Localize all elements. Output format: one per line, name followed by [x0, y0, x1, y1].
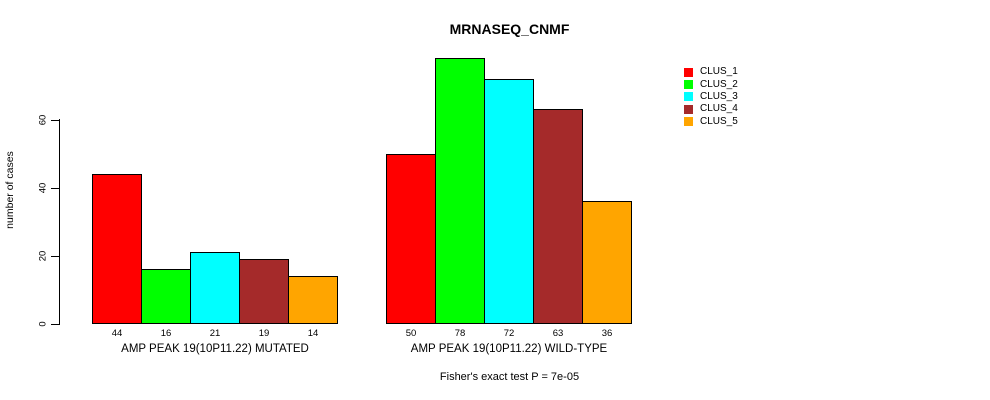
group-label: AMP PEAK 19(10P11.22) MUTATED [121, 343, 309, 355]
chart-title: MRNASEQ_CNMF [449, 21, 570, 37]
legend-item-label: CLUS_2 [700, 78, 738, 90]
legend-item: CLUS_1 [684, 66, 738, 78]
y-tick-mark [51, 256, 59, 257]
y-axis-label: number of cases [4, 151, 16, 229]
bar-value-label: 14 [307, 328, 319, 339]
legend-swatch-clus_5 [684, 117, 693, 127]
bar-clus_1-group1 [92, 174, 142, 324]
bar-clus_2-group2 [435, 58, 485, 324]
bar-clus_4-group2 [533, 109, 583, 324]
legend-swatch-clus_3 [684, 92, 693, 102]
bar-clus_3-group1 [190, 252, 240, 324]
bar-value-label: 19 [258, 328, 270, 339]
bar-value-label: 72 [503, 328, 515, 339]
bar-clus_4-group1 [239, 259, 289, 324]
y-tick-label: 60 [37, 114, 49, 125]
y-tick-mark [51, 188, 59, 189]
bar-value-label: 50 [405, 328, 417, 339]
y-tick-mark [51, 324, 59, 325]
legend-item-label: CLUS_5 [700, 115, 738, 127]
legend-swatch-clus_1 [684, 67, 693, 77]
y-axis-line [59, 119, 60, 325]
bar-value-label: 44 [111, 328, 123, 339]
legend: CLUS_1 CLUS_2 CLUS_3 CLUS_4 CLUS_5 [684, 66, 738, 128]
legend-item-label: CLUS_4 [700, 103, 738, 115]
legend-item-label: CLUS_3 [700, 90, 738, 102]
bar-clus_5-group1 [288, 276, 338, 324]
legend-item-label: CLUS_1 [700, 66, 738, 78]
fisher-test-annotation: Fisher's exact test P = 7e-05 [439, 371, 580, 383]
y-tick-label: 20 [37, 250, 49, 262]
bar-value-label: 63 [552, 328, 564, 339]
legend-item: CLUS_5 [684, 116, 738, 128]
legend-item: CLUS_4 [684, 103, 738, 115]
bar-value-label: 36 [601, 328, 613, 339]
bar-clus_1-group2 [386, 154, 436, 324]
bar-clus_2-group1 [141, 269, 191, 324]
legend-item: CLUS_2 [684, 78, 738, 90]
y-tick-label: 40 [37, 182, 49, 193]
legend-swatch-clus_4 [684, 104, 693, 114]
bar-value-label: 78 [454, 328, 466, 339]
legend-swatch-clus_2 [684, 80, 693, 90]
group-label: AMP PEAK 19(10P11.22) WILD-TYPE [410, 343, 608, 355]
bar-clus_3-group2 [484, 79, 534, 324]
bar-value-label: 21 [209, 328, 221, 339]
legend-item: CLUS_3 [684, 91, 738, 103]
bar-clus_5-group2 [582, 201, 632, 324]
bar-value-label: 16 [160, 328, 172, 339]
y-tick-mark [51, 120, 59, 121]
y-tick-label: 0 [37, 321, 49, 327]
